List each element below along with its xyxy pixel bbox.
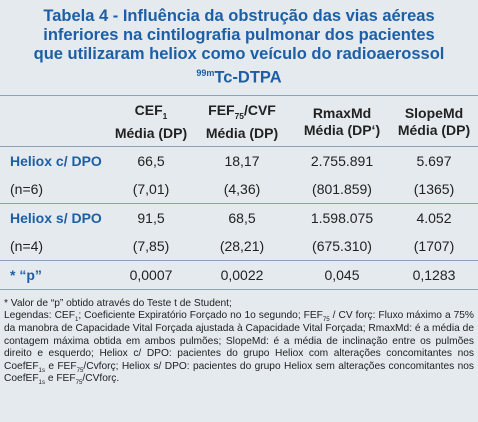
title-line: Tabela 4 - Influência da obstrução das v…: [43, 7, 435, 25]
cell: 2.755.891: [310, 152, 374, 169]
title-line: que utilizaram heliox como veículo do ra…: [33, 45, 445, 63]
column-name: CEF1: [112, 102, 190, 125]
cell: (7,85): [112, 231, 190, 261]
title-line: Tc-DTPA: [214, 68, 282, 87]
legend-note: Legendas: CEF1; Coeficiente Expiratório …: [4, 310, 474, 386]
cell: 66,5: [137, 152, 165, 169]
text: FEF: [208, 102, 235, 118]
column-subtitle: Média (DP): [397, 121, 471, 138]
table-row: Heliox c/ DPO 66,5 18,17 2.755.891 5.697: [0, 146, 478, 175]
table-body: Heliox c/ DPO 66,5 18,17 2.755.891 5.697 (n=6…: [0, 146, 478, 290]
row-label: Heliox c/ DPO: [10, 152, 102, 169]
row-label: (n=4): [0, 231, 112, 261]
table-row: (n=4) (7,85) (28,21) (675.310) (1707): [0, 231, 478, 261]
header-cell: [0, 95, 112, 147]
column-subtitle: Média (DP): [205, 124, 279, 141]
cell: 0,045: [294, 260, 390, 290]
row-label: (n=6): [0, 174, 112, 204]
cell: 4.052: [416, 209, 452, 226]
row-label: Heliox s/ DPO: [10, 209, 102, 226]
cell: (675.310): [294, 231, 390, 261]
column-name: SlopeMd: [390, 105, 478, 122]
cell: (7,01): [112, 174, 190, 204]
header-cell: FEF75/CVF Média (DP): [190, 95, 294, 147]
subscript: 75: [322, 316, 330, 324]
notes: * Valor de “p” obtido através do Teste t…: [0, 290, 478, 386]
table-row: (n=6) (7,01) (4,36) (801.859) (1365): [0, 174, 478, 204]
cell: (28,21): [190, 231, 294, 261]
text: e FEF: [45, 373, 76, 385]
subscript: 75: [76, 366, 84, 374]
text: ; Coeficiente Expiratório Forçado no 1o …: [78, 310, 323, 322]
text: /CVforç.: [82, 373, 120, 385]
cell: 91,5: [137, 209, 165, 226]
text: Legendas: CEF: [4, 310, 75, 322]
text: / CV forç: Fluxo máximo a 75% da manobra…: [4, 310, 474, 372]
subscript: 1: [74, 316, 79, 324]
title-sup: 99m: [196, 68, 215, 78]
column-subtitle: Média (DP): [114, 124, 188, 141]
title-line: inferiores na cintilografia pulmonar dos…: [43, 26, 435, 44]
cell: 0,0007: [112, 260, 190, 290]
title: Tabela 4 - Influência da obstrução das v…: [0, 0, 478, 95]
text: /Cvforç; Heliox s/ DPO: pacientes do gru…: [4, 360, 474, 385]
cell: 68,5: [228, 209, 256, 226]
cell: 0,1283: [390, 260, 478, 290]
cell: (1707): [390, 231, 478, 261]
subscript: 75: [75, 379, 83, 387]
subscript: 1: [162, 110, 168, 121]
text: RmaxMd: [312, 104, 372, 121]
text: /CVF: [243, 102, 276, 118]
column-name: RmaxMd: [294, 105, 390, 122]
subscript: 75: [234, 110, 244, 121]
cell: 5.697: [416, 152, 452, 169]
header-cell: CEF1 Média (DP): [112, 95, 190, 147]
table-row: Heliox s/ DPO 91,5 68,5 1.598.075 4.052: [0, 203, 478, 232]
cell: 0,0022: [190, 260, 294, 290]
table-row: * “p” 0,0007 0,0022 0,045 0,1283: [0, 260, 478, 290]
text: CEF: [134, 102, 163, 118]
text: SlopeMd: [404, 104, 464, 121]
table: CEF1 Média (DP) FEF75/CVF Média (DP) RmaxMd M…: [0, 95, 478, 290]
column-name: FEF75/CVF: [190, 102, 294, 125]
note: * Valor de “p” obtido através do Teste t…: [4, 297, 232, 309]
header-cell: RmaxMd Média (DP‘): [294, 95, 390, 147]
cell: (1365): [390, 174, 478, 204]
cell: (4,36): [190, 174, 294, 204]
cell: 18,17: [224, 152, 260, 169]
column-subtitle: Média (DP‘): [303, 121, 381, 138]
header-cell: SlopeMd Média (DP): [390, 95, 478, 147]
header-row: CEF1 Média (DP) FEF75/CVF Média (DP) RmaxMd M…: [0, 95, 478, 147]
cell: (801.859): [294, 174, 390, 204]
subscript: 1s: [38, 379, 45, 387]
text: e FEF: [45, 360, 77, 372]
cell: 1.598.075: [310, 209, 374, 226]
row-label: * “p”: [0, 260, 112, 290]
subscript: 1s: [38, 366, 45, 374]
